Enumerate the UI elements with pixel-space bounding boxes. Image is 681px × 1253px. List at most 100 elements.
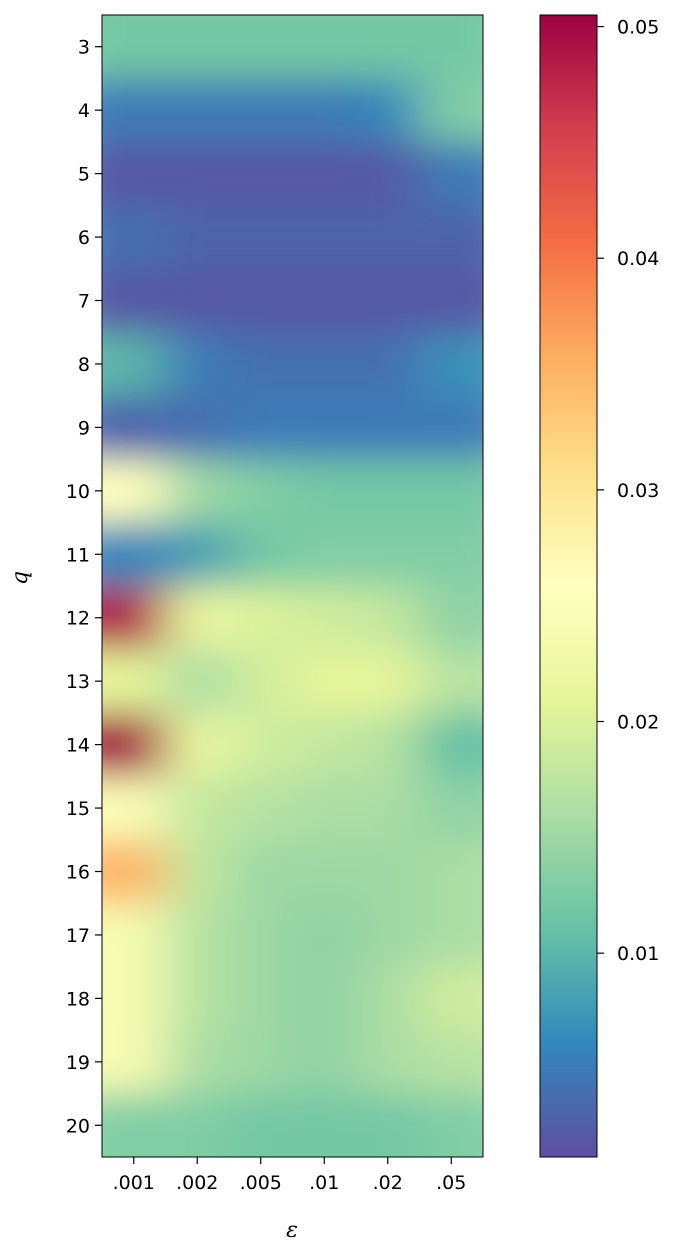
heatmap-cell [419,522,483,587]
heatmap-cell [165,332,230,397]
heatmap-cell [419,268,483,333]
y-tick-label: 7 [78,291,90,313]
heatmap-cell [356,459,421,524]
heatmap-cell [229,522,294,587]
heatmap-cell [419,776,483,841]
heatmap-cell [165,966,230,1031]
heatmap-cell [165,78,230,143]
heatmap-cell [165,15,230,80]
heatmap-cell [102,903,167,968]
y-axis-label: q [8,571,33,585]
heatmap-cell [102,1093,167,1157]
heatmap-cell [102,966,167,1031]
heatmap-cell [102,1030,167,1095]
heatmap-cell [102,839,167,904]
heatmap-cell [419,78,483,143]
heatmap-cell [165,712,230,777]
y-tick-label: 19 [66,1052,90,1074]
colorbar-tick-label: 0.02 [617,712,659,734]
heatmap-cell [292,205,357,270]
heatmap-cell [419,205,483,270]
heatmap-cell [165,141,230,206]
heatmap-cell [292,1030,357,1095]
heatmap-cell [356,649,421,714]
heatmap-cell [229,903,294,968]
heatmap-cell [102,649,167,714]
heatmap-cell [229,966,294,1031]
heatmap-cell [356,776,421,841]
y-tick-label: 8 [78,354,90,376]
heatmap-cell [165,903,230,968]
plot-frame [101,14,484,1158]
colorbar-gradient [540,15,597,1157]
x-axis: .001 .002 .005 .01 .02 .05 [113,1157,466,1194]
heatmap-cell [419,649,483,714]
y-tick-label: 11 [66,544,90,566]
y-tick-label: 20 [66,1115,90,1137]
colorbar: 0.01 0.02 0.03 0.04 0.05 [539,14,659,1158]
colorbar-tick-label: 0.05 [617,17,659,39]
colorbar-tick-label: 0.03 [617,480,659,502]
heatmap-cell [229,395,294,460]
heatmap-cell [292,15,357,80]
heatmap-cell [102,522,167,587]
heatmap-cell [356,586,421,651]
heatmap-cell [229,78,294,143]
heatmap-cells [102,15,483,1157]
heatmap-cell [229,332,294,397]
heatmap-cell [419,966,483,1031]
heatmap-cell [165,1030,230,1095]
x-tick-label: .001 [113,1172,155,1194]
heatmap-cell [356,1093,421,1157]
heatmap-cell [229,141,294,206]
y-tick-label: 9 [78,417,90,439]
heatmap-cell [102,15,167,80]
colorbar-frame [539,14,598,1158]
heatmap-cell [356,15,421,80]
heatmap-cell [292,776,357,841]
heatmap-cell [165,205,230,270]
heatmap-cell [419,903,483,968]
heatmap-cell [292,395,357,460]
heatmap-cell [292,78,357,143]
y-tick-label: 16 [66,862,90,884]
heatmap-cell [165,522,230,587]
heatmap-cell [229,459,294,524]
heatmap-cell [229,712,294,777]
heatmap-cell [356,1030,421,1095]
y-tick-label: 18 [66,988,90,1010]
y-tick-label: 6 [78,227,90,249]
heatmap-cell [356,205,421,270]
heatmap-cell [356,966,421,1031]
heatmap-cell [356,839,421,904]
heatmap-cell [102,332,167,397]
heatmap-cell [419,15,483,80]
heatmap-cell [292,1093,357,1157]
heatmap-cell [229,268,294,333]
heatmap-cell [419,141,483,206]
colorbar-tick-label: 0.01 [617,943,659,965]
heatmap-cell [102,712,167,777]
heatmap-cell [292,522,357,587]
heatmap-cell [165,839,230,904]
y-tick-label: 10 [66,481,90,503]
colorbar-ticks: 0.01 0.02 0.03 0.04 0.05 [597,17,659,965]
heatmap-cell [102,586,167,651]
heatmap-cell [292,903,357,968]
heatmap-cell [292,649,357,714]
x-tick-label: .002 [176,1172,218,1194]
heatmap-cell [229,839,294,904]
heatmap-cell [229,649,294,714]
y-tick-label: 12 [66,608,90,630]
heatmap-cell [356,522,421,587]
y-tick-label: 14 [66,735,90,757]
heatmap-cell [356,141,421,206]
colorbar-tick-label: 0.04 [617,248,659,270]
y-axis: 3 4 5 6 7 8 9 10 11 12 13 14 15 16 17 18 19 20 [66,37,102,1137]
heatmap-cell [419,1093,483,1157]
heatmap-cell [356,268,421,333]
heatmap-cell [419,712,483,777]
heatmap-cell [356,395,421,460]
x-tick-label: .01 [309,1172,339,1194]
